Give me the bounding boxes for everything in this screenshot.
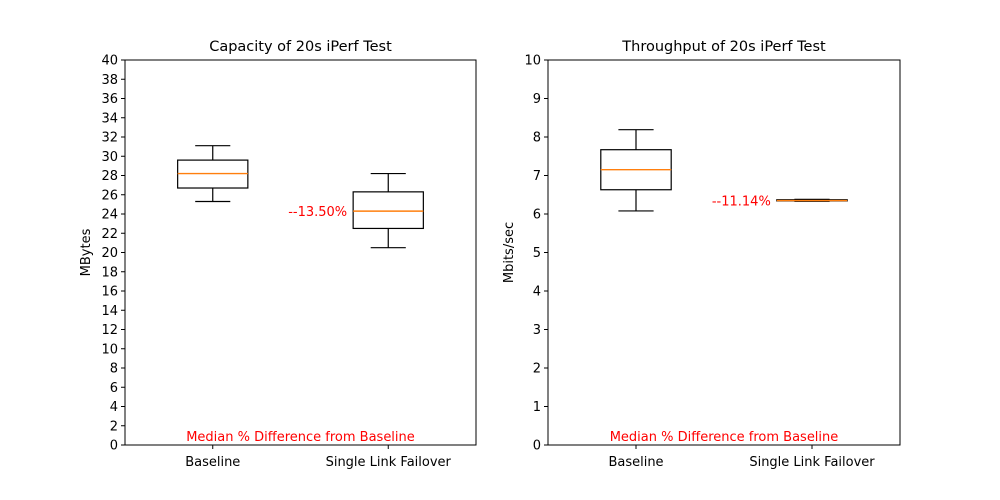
chart-title: Capacity of 20s iPerf Test bbox=[209, 39, 392, 55]
y-tick-label: 12 bbox=[101, 323, 118, 338]
x-tick-label: Baseline bbox=[185, 455, 240, 470]
y-tick-label: 14 bbox=[101, 304, 118, 319]
y-tick-label: 32 bbox=[101, 131, 118, 146]
median-diff-label: --13.50% bbox=[288, 205, 347, 220]
box-plot bbox=[600, 129, 672, 212]
box-plot bbox=[352, 172, 424, 249]
box-plot bbox=[177, 145, 249, 203]
y-tick-label: 26 bbox=[101, 188, 118, 203]
throughput-chart: Throughput of 20s iPerf Test Mbits/sec 0 1 2… bbox=[502, 39, 901, 470]
y-tick-label: 10 bbox=[101, 342, 118, 357]
y-tick-label: 6 bbox=[110, 381, 118, 396]
y-tick-label: 3 bbox=[533, 323, 541, 338]
y-tick-label: 30 bbox=[101, 150, 118, 165]
y-tick-label: 10 bbox=[524, 54, 541, 69]
y-tick-label: 2 bbox=[533, 362, 541, 377]
x-tick-label: Single Link Failover bbox=[749, 455, 875, 470]
y-tick-label: 24 bbox=[101, 208, 118, 223]
y-tick-label: 18 bbox=[101, 265, 118, 280]
box-plot bbox=[776, 198, 848, 202]
y-tick-label: 8 bbox=[110, 362, 118, 377]
y-tick-label: 22 bbox=[101, 227, 118, 242]
axes-frame bbox=[547, 59, 901, 446]
y-tick-label: 38 bbox=[101, 73, 118, 88]
y-tick-label: 28 bbox=[101, 169, 118, 184]
y-tick-label: 0 bbox=[533, 439, 541, 454]
box-iqr bbox=[352, 191, 424, 230]
footer-label: Median % Difference from Baseline bbox=[186, 430, 415, 445]
x-tick-label: Baseline bbox=[608, 455, 663, 470]
y-tick-label: 34 bbox=[101, 111, 118, 126]
y-tick-label: 20 bbox=[101, 246, 118, 261]
y-tick-label: 0 bbox=[110, 439, 118, 454]
y-tick-label: 4 bbox=[533, 285, 541, 300]
chart-title: Throughput of 20s iPerf Test bbox=[621, 39, 826, 55]
y-axis-label: Mbits/sec bbox=[502, 222, 517, 283]
y-tick-label: 16 bbox=[101, 285, 118, 300]
y-tick-label: 9 bbox=[533, 92, 541, 107]
capacity-chart: Capacity of 20s iPerf TestMBytes02468101… bbox=[79, 39, 477, 470]
median-diff-label: --11.14% bbox=[712, 195, 771, 210]
y-tick-label: 40 bbox=[101, 54, 118, 69]
footer-label: Median % Difference from Baseline bbox=[610, 430, 839, 445]
y-tick-label: 2 bbox=[110, 419, 118, 434]
axes-frame bbox=[124, 59, 477, 446]
y-tick-label: 6 bbox=[533, 208, 541, 223]
y-tick-label: 36 bbox=[101, 92, 118, 107]
x-tick-label: Single Link Failover bbox=[326, 455, 452, 470]
y-tick-label: 8 bbox=[533, 131, 541, 146]
y-axis-label: MBytes bbox=[79, 228, 94, 276]
y-tick-label: 1 bbox=[533, 400, 541, 415]
y-tick-label: 4 bbox=[110, 400, 118, 415]
y-tick-label: 7 bbox=[533, 169, 541, 184]
y-tick-label: 5 bbox=[533, 246, 541, 261]
